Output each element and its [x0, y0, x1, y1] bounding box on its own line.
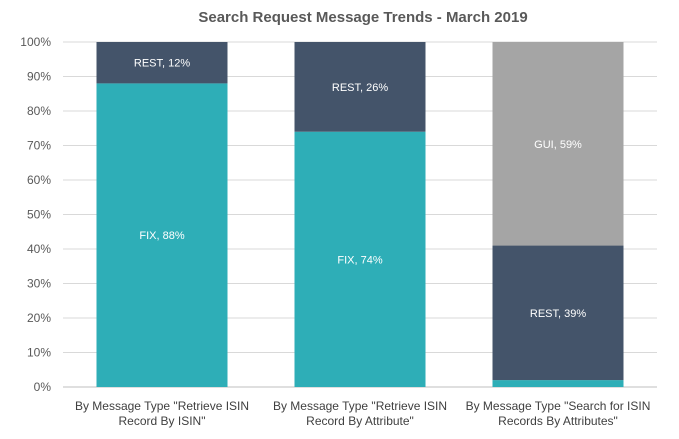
y-tick-label: 10%	[27, 346, 51, 360]
y-tick-label: 30%	[27, 277, 51, 291]
x-category-label: By Message Type "Search for ISIN	[466, 399, 651, 413]
y-tick-label: 80%	[27, 104, 51, 118]
x-category-label: Record By Attribute"	[306, 414, 414, 428]
bar-segment-rest	[492, 245, 624, 381]
y-tick-label: 90%	[27, 70, 51, 84]
bar-segment-fix	[294, 131, 426, 387]
bar-segment-gui	[492, 42, 624, 246]
y-tick-label: 0%	[34, 380, 52, 394]
data-label-fix: FIX, 74%	[337, 254, 382, 266]
bar-segment-rest	[96, 42, 228, 84]
bar-segment-fix	[492, 380, 624, 387]
y-axis-ticks: 0% 10% 20% 30% 40% 50% 60% 70% 80% 90% 100%	[20, 35, 51, 394]
data-label-rest: REST, 26%	[332, 82, 388, 94]
x-category-label: Record By ISIN"	[119, 414, 206, 428]
data-label-rest: REST, 12%	[134, 58, 190, 70]
data-label-gui: GUI, 59%	[534, 139, 582, 151]
bar-segment-rest	[294, 42, 426, 132]
data-label-fix: FIX, 88%	[139, 230, 184, 242]
y-tick-label: 100%	[20, 35, 51, 49]
data-label-rest: REST, 39%	[530, 308, 586, 320]
y-tick-label: 20%	[27, 311, 51, 325]
y-tick-label: 50%	[27, 208, 51, 222]
x-category-label: Records By Attributes"	[498, 414, 618, 428]
segment-labels: FIX, 88% REST, 12% FIX, 74% REST, 26% REST, …	[134, 58, 586, 320]
x-category-label: By Message Type "Retrieve ISIN	[75, 399, 249, 413]
y-tick-label: 60%	[27, 173, 51, 187]
y-tick-label: 40%	[27, 242, 51, 256]
bar-segment-fix	[96, 83, 228, 388]
x-category-label: By Message Type "Retrieve ISIN	[273, 399, 447, 413]
y-tick-label: 70%	[27, 139, 51, 153]
chart-title: Search Request Message Trends - March 20…	[198, 9, 527, 26]
bars	[96, 42, 624, 388]
